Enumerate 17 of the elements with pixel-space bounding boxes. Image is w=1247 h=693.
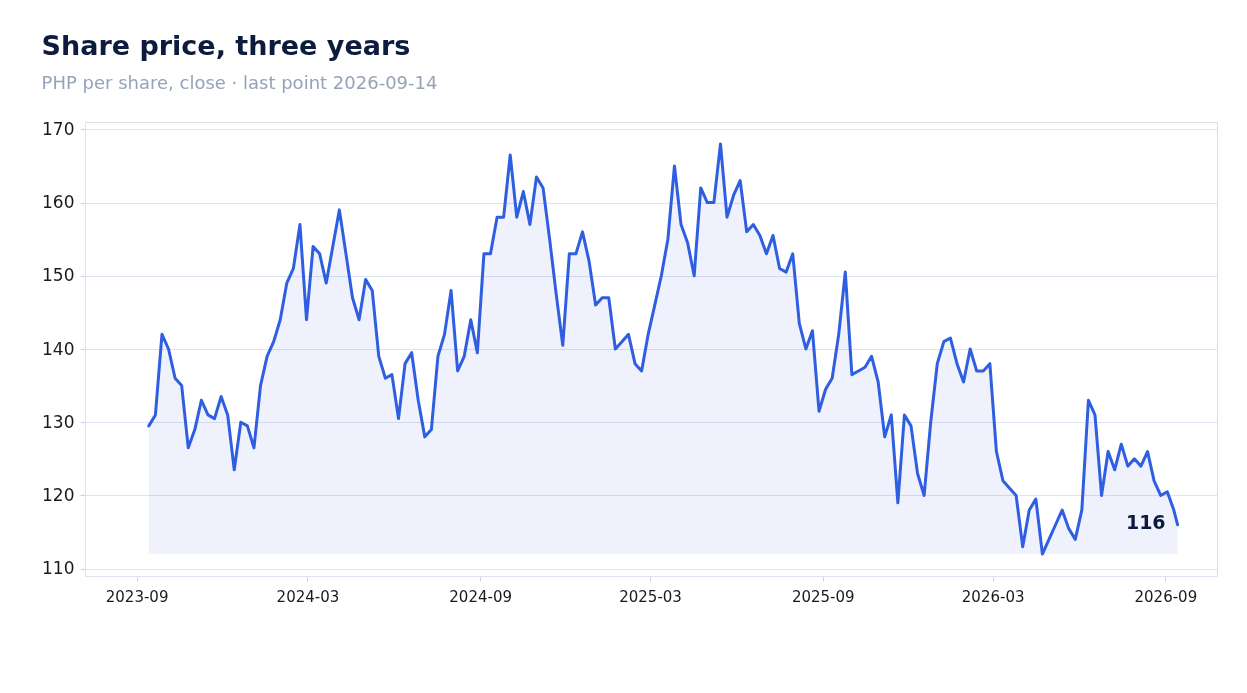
x-tick-label: 2025-09 (791, 587, 855, 606)
x-tick-label: 2025-03 (619, 587, 682, 606)
y-tick-label: 140 (42, 338, 75, 359)
y-tick-label: 110 (42, 558, 75, 579)
x-tick-label: 2026-09 (1134, 587, 1198, 606)
chart-subtitle: PHP per share, close · last point 2026-09-14 (41, 72, 438, 94)
chart-title: Share price, three years (41, 30, 411, 62)
y-tick-label: 130 (42, 411, 75, 432)
y-tick-label: 120 (42, 484, 75, 505)
x-tick-label: 2024-03 (276, 587, 340, 606)
y-tick-label: 150 (42, 265, 75, 286)
x-tick-label: 2024-09 (449, 587, 513, 606)
x-tick-label: 2026-03 (961, 587, 1025, 606)
annotation: 116 (1125, 510, 1166, 533)
x-tick-label: 2023-09 (105, 587, 169, 606)
y-tick-label: 170 (42, 118, 75, 139)
y-tick-label: 160 (42, 192, 75, 213)
